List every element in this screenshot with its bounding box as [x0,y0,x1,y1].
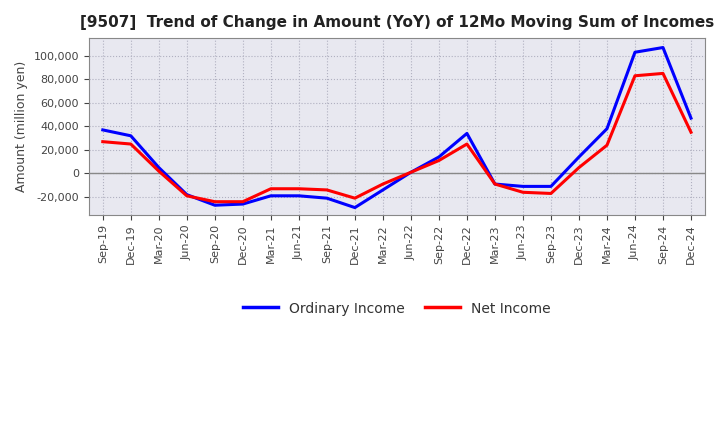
Net Income [210,199,219,204]
Ordinary Income [659,45,667,50]
Ordinary Income [631,50,639,55]
Net Income [435,158,444,163]
Ordinary Income [490,181,499,187]
Line: Net Income: Net Income [103,73,691,202]
Net Income [603,143,611,148]
Ordinary Income [546,184,555,189]
Ordinary Income [407,170,415,175]
Ordinary Income [266,193,275,198]
Ordinary Income [210,202,219,208]
Title: [9507]  Trend of Change in Amount (YoY) of 12Mo Moving Sum of Incomes: [9507] Trend of Change in Amount (YoY) o… [80,15,714,30]
Net Income [99,139,107,144]
Y-axis label: Amount (million yen): Amount (million yen) [15,61,28,192]
Ordinary Income [294,193,303,198]
Net Income [407,170,415,175]
Net Income [518,190,527,195]
Net Income [266,186,275,191]
Net Income [351,195,359,201]
Net Income [294,186,303,191]
Ordinary Income [462,131,471,136]
Ordinary Income [99,127,107,132]
Ordinary Income [182,192,191,197]
Net Income [238,199,247,204]
Net Income [323,187,331,193]
Net Income [127,141,135,147]
Net Income [631,73,639,78]
Ordinary Income [238,202,247,207]
Net Income [182,193,191,198]
Line: Ordinary Income: Ordinary Income [103,48,691,208]
Ordinary Income [351,205,359,210]
Ordinary Income [379,187,387,193]
Net Income [659,71,667,76]
Net Income [546,191,555,196]
Ordinary Income [687,115,696,121]
Legend: Ordinary Income, Net Income: Ordinary Income, Net Income [238,296,557,322]
Net Income [155,169,163,174]
Ordinary Income [127,133,135,139]
Net Income [379,181,387,187]
Net Income [462,141,471,147]
Ordinary Income [518,184,527,189]
Net Income [575,165,583,170]
Ordinary Income [155,165,163,170]
Net Income [490,181,499,187]
Ordinary Income [575,154,583,160]
Ordinary Income [323,195,331,201]
Ordinary Income [603,126,611,132]
Ordinary Income [435,154,444,160]
Net Income [687,130,696,135]
